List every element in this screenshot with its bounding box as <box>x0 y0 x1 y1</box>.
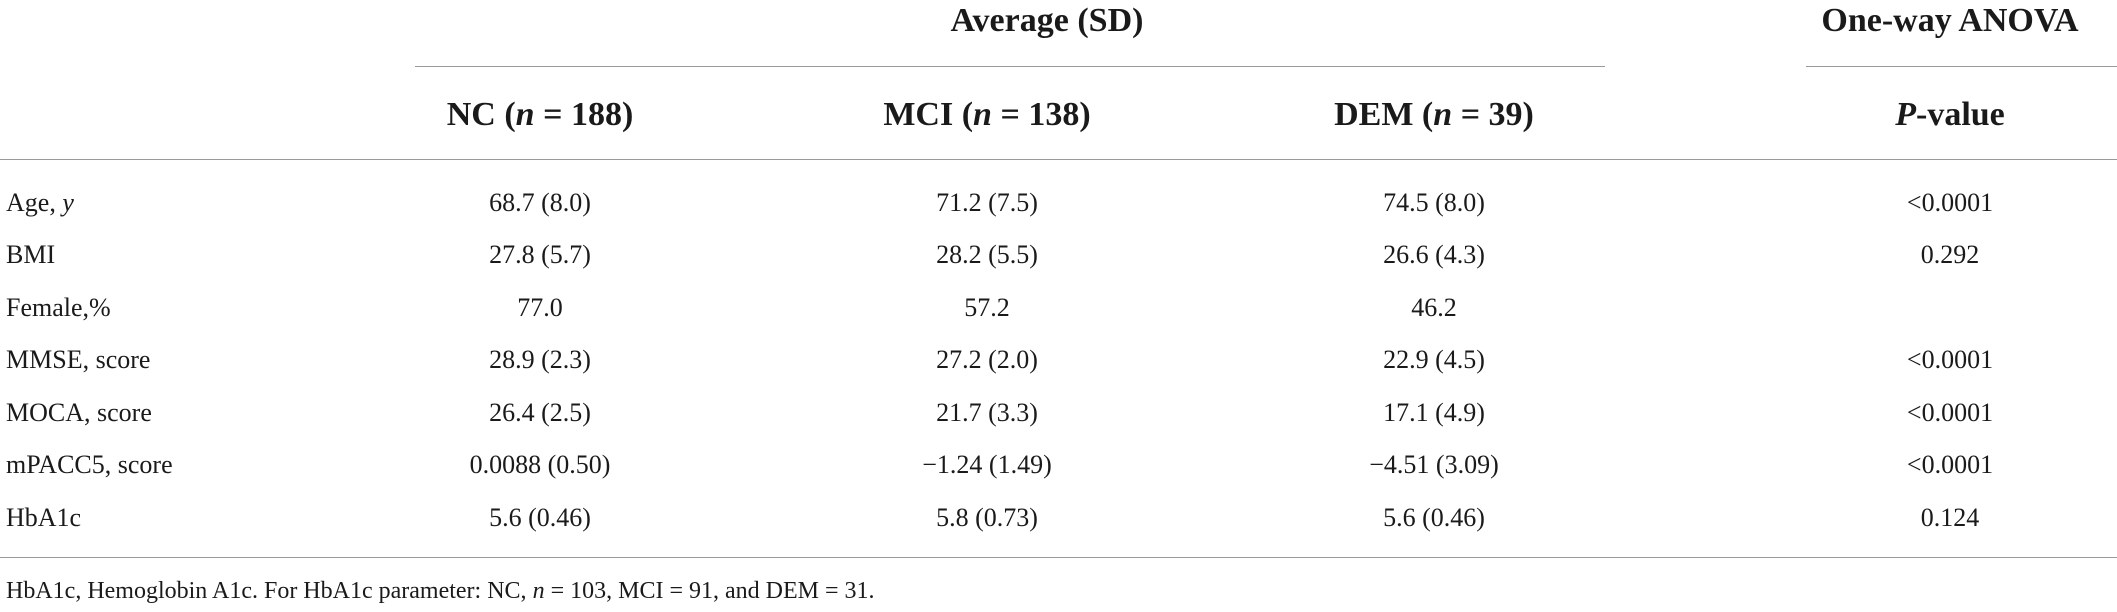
cell-hba1c-mci: 5.8 (0.73) <box>936 503 1038 532</box>
cell-mmse-mci: 27.2 (2.0) <box>936 345 1038 374</box>
cell-hba1c-p: 0.124 <box>1920 503 1980 532</box>
cell-bmi-p: 0.292 <box>1920 240 1980 269</box>
column-header-dem: DEM (n = 39) <box>1234 96 1634 134</box>
header-bottom-rule <box>0 159 2117 160</box>
cell-moca-nc: 26.4 (2.5) <box>489 398 591 427</box>
table-bottom-rule <box>0 557 2117 558</box>
column-header-pvalue-var: P <box>1895 96 1916 133</box>
column-header-mci: MCI (n = 138) <box>787 96 1187 134</box>
cell-bmi-dem: 26.6 (4.3) <box>1383 240 1485 269</box>
column-header-mci-pre: MCI ( <box>883 96 974 133</box>
row-label-age-text: Age, <box>6 188 63 217</box>
cell-female-nc: 77.0 <box>517 293 563 322</box>
cell-moca-dem: 17.1 (4.9) <box>1383 398 1485 427</box>
cell-hba1c-nc: 5.6 (0.46) <box>489 503 591 532</box>
cell-mpacc5-mci: −1.24 (1.49) <box>922 450 1052 479</box>
column-header-dem-pre: DEM ( <box>1334 96 1434 133</box>
column-header-mci-var: n <box>973 96 992 133</box>
column-header-dem-var: n <box>1433 96 1453 133</box>
row-label-bmi: BMI <box>6 240 56 269</box>
cell-hba1c-dem: 5.6 (0.46) <box>1383 503 1485 532</box>
footnote-text-1: HbA1c, Hemoglobin A1c. For HbA1c paramet… <box>6 578 533 604</box>
cell-bmi-mci: 28.2 (5.5) <box>936 240 1038 269</box>
cell-age-nc: 68.7 (8.0) <box>489 188 591 217</box>
cell-mpacc5-dem: −4.51 (3.09) <box>1369 450 1499 479</box>
average-header-underline <box>415 66 1605 67</box>
footnote-var: n <box>532 578 545 604</box>
cell-mmse-p: <0.0001 <box>1906 345 1994 374</box>
column-header-mci-post: = 138) <box>991 96 1091 133</box>
group-header-average-sd: Average (SD) <box>950 2 1144 39</box>
cell-moca-p: <0.0001 <box>1906 398 1994 427</box>
column-header-nc: NC (n = 188) <box>340 96 740 134</box>
column-header-nc-post: = 188) <box>534 96 634 133</box>
row-label-age-unit: y <box>62 188 74 217</box>
column-header-dem-post: = 39) <box>1452 96 1534 133</box>
column-header-nc-pre: NC ( <box>446 96 516 133</box>
cell-mpacc5-p: <0.0001 <box>1906 450 1994 479</box>
row-label-mpacc5: mPACC5, score <box>6 450 173 479</box>
group-header-anova: One-way ANOVA <box>1821 2 2079 39</box>
cell-moca-mci: 21.7 (3.3) <box>936 398 1038 427</box>
cell-bmi-nc: 27.8 (5.7) <box>489 240 591 269</box>
row-label-hba1c: HbA1c <box>6 503 82 532</box>
column-header-pvalue-post: -value <box>1916 96 2005 133</box>
table-footnote: HbA1c, Hemoglobin A1c. For HbA1c paramet… <box>6 578 875 605</box>
footnote-text-2: = 103, MCI = 91, and DEM = 31. <box>544 578 875 604</box>
column-header-nc-var: n <box>515 96 535 133</box>
anova-header-underline <box>1806 66 2117 67</box>
cell-age-p: <0.0001 <box>1906 188 1994 217</box>
column-header-pvalue: P-value <box>1780 96 2117 134</box>
row-label-mmse: MMSE, score <box>6 345 151 374</box>
row-label-moca: MOCA, score <box>6 398 152 427</box>
cell-age-dem: 74.5 (8.0) <box>1383 188 1485 217</box>
cell-mmse-nc: 28.9 (2.3) <box>489 345 591 374</box>
cell-female-dem: 46.2 <box>1411 293 1457 322</box>
cell-female-mci: 57.2 <box>964 293 1010 322</box>
row-label-female: Female,% <box>6 293 111 322</box>
row-label-age: Age, y <box>6 188 74 218</box>
cell-mmse-dem: 22.9 (4.5) <box>1383 345 1485 374</box>
cell-age-mci: 71.2 (7.5) <box>936 188 1038 217</box>
cell-mpacc5-nc: 0.0088 (0.50) <box>469 450 611 479</box>
